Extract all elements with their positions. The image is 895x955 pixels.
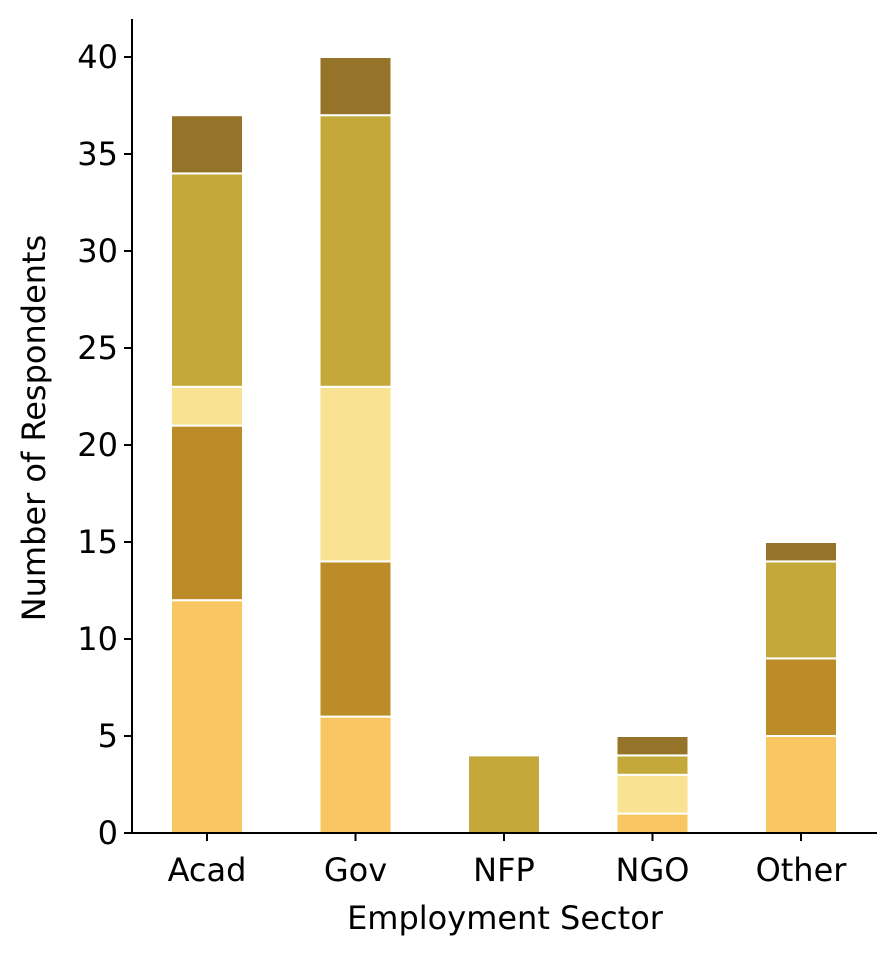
y-axis-label: Number of Respondents <box>15 235 53 622</box>
bar-segment-ngo-5 <box>615 735 690 757</box>
bars-layer <box>170 56 838 835</box>
bar-segment-acad-1 <box>170 599 244 835</box>
x-tick-label-other: Other <box>756 851 848 889</box>
bar-segment-ngo-3 <box>615 773 690 815</box>
bar-segment-gov-2 <box>318 560 393 718</box>
y-tick-label-15: 15 <box>77 523 118 561</box>
y-tick-label-25: 25 <box>77 329 118 367</box>
bar-segment-gov-1 <box>318 715 393 834</box>
bar-segment-nfp-4 <box>467 754 541 835</box>
y-ticks: 0 5 10 15 20 25 30 35 40 <box>77 38 132 852</box>
y-tick-label-10: 10 <box>77 620 118 658</box>
bar-segment-acad-3 <box>170 385 244 427</box>
bar-segment-acad-5 <box>170 114 244 175</box>
bar-segment-ngo-4 <box>615 754 690 776</box>
x-tick-label-nfp: NFP <box>473 851 535 889</box>
bar-segment-acad-4 <box>170 172 244 388</box>
y-tick-label-5: 5 <box>98 717 118 755</box>
y-tick-label-0: 0 <box>98 814 118 852</box>
y-tick-label-35: 35 <box>77 135 118 173</box>
x-tick-label-acad: Acad <box>168 851 247 889</box>
bar-segment-other-2 <box>764 657 838 738</box>
x-tick-label-ngo: NGO <box>616 851 690 889</box>
bar-segment-acad-2 <box>170 424 244 602</box>
bar-segment-other-1 <box>764 735 838 834</box>
bar-segment-ngo-1 <box>615 812 690 834</box>
x-ticks: Acad Gov NFP NGO Other <box>168 833 848 889</box>
x-axis-label: Employment Sector <box>347 899 664 937</box>
bar-segment-gov-4 <box>318 114 393 388</box>
bar-segment-other-4 <box>764 560 838 660</box>
bar-segment-gov-3 <box>318 385 393 563</box>
y-tick-label-40: 40 <box>77 38 118 76</box>
y-tick-label-20: 20 <box>77 426 118 464</box>
x-tick-label-gov: Gov <box>324 851 387 889</box>
bar-segment-gov-5 <box>318 56 393 117</box>
bar-segment-other-5 <box>764 541 838 563</box>
y-tick-label-30: 30 <box>77 232 118 270</box>
